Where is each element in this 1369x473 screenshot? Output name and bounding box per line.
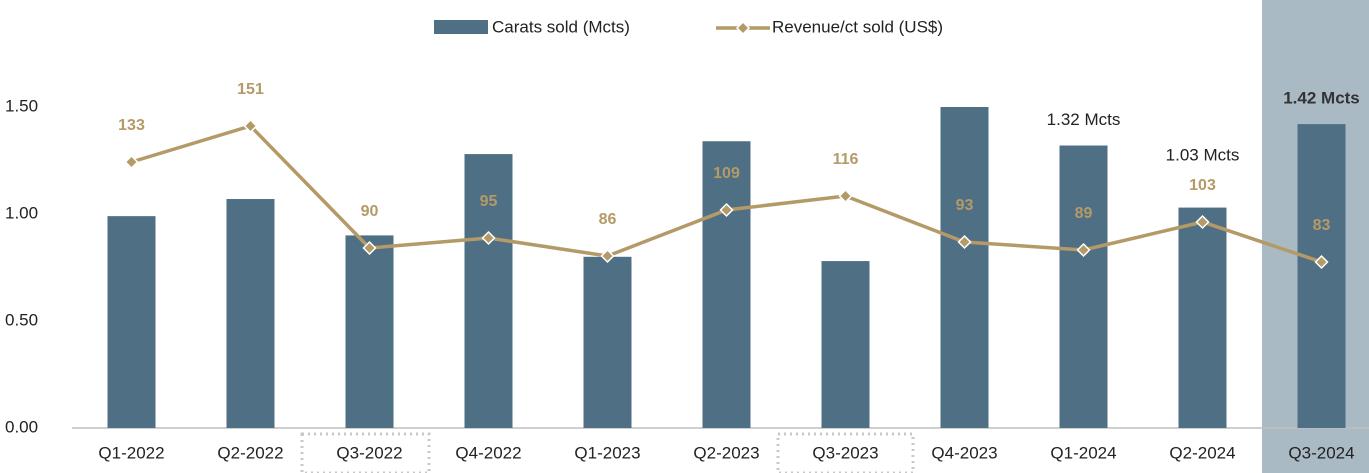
line-marker — [1314, 254, 1329, 270]
data-label: 116 — [833, 151, 859, 168]
legend-marker — [735, 20, 751, 36]
bar-value-label: 1.42 Mcts — [1283, 89, 1360, 108]
line-marker — [481, 230, 496, 246]
bar — [464, 154, 513, 428]
data-label: 90 — [361, 203, 379, 220]
line-marker — [838, 188, 853, 204]
data-label: 93 — [956, 197, 974, 214]
bar-value-label: 1.03 Mcts — [1166, 145, 1240, 164]
line-marker — [719, 202, 734, 218]
data-label: 133 — [118, 117, 145, 134]
data-label: 109 — [713, 165, 740, 182]
legend-label: Carats sold (Mcts) — [492, 17, 630, 36]
bar — [345, 235, 394, 428]
x-tick-label: Q3-2024 — [1288, 443, 1354, 462]
y-tick-label: 0.50 — [5, 310, 38, 329]
bar — [1297, 124, 1346, 429]
data-label: 103 — [1189, 177, 1216, 194]
x-tick-label: Q1-2023 — [574, 443, 640, 462]
bar — [107, 216, 156, 428]
legend-label: Revenue/ct sold (US$) — [772, 17, 943, 36]
line-marker — [600, 248, 615, 264]
bar — [1059, 145, 1108, 428]
line-marker — [243, 118, 258, 134]
dotted-box — [776, 432, 915, 473]
x-tick-label: Q4-2022 — [455, 443, 521, 462]
line-marker — [1076, 242, 1091, 258]
y-tick-label: 0.00 — [5, 417, 38, 436]
bar — [702, 141, 751, 429]
x-tick-label: Q4-2023 — [931, 443, 997, 462]
data-label: 95 — [480, 193, 498, 210]
x-tick-label: Q2-2024 — [1169, 443, 1235, 462]
x-tick-label: Q1-2024 — [1050, 443, 1116, 462]
x-tick-label: Q3-2023 — [812, 443, 878, 462]
y-tick-label: 1.00 — [5, 203, 38, 222]
line-marker — [957, 234, 972, 250]
line-marker — [124, 154, 139, 170]
x-tick-label: Q1-2022 — [98, 443, 164, 462]
y-tick-label: 1.50 — [5, 96, 38, 115]
x-tick-label: Q3-2022 — [336, 443, 402, 462]
data-label: 83 — [1313, 217, 1331, 234]
x-tick-label: Q2-2023 — [693, 443, 759, 462]
bar — [1178, 207, 1227, 428]
dotted-box — [300, 432, 431, 473]
data-label: 86 — [599, 211, 617, 228]
bar-value-label: 1.32 Mcts — [1047, 110, 1121, 129]
dotted-boxes — [300, 432, 915, 473]
bar — [226, 199, 275, 428]
data-label: 151 — [237, 81, 264, 98]
bar — [583, 256, 632, 428]
x-tick-label: Q2-2022 — [217, 443, 283, 462]
bar — [940, 107, 989, 428]
data-label: 89 — [1075, 205, 1093, 222]
bar — [821, 261, 870, 428]
line-marker — [362, 240, 377, 256]
legend-swatch — [434, 20, 488, 34]
line-marker — [1195, 214, 1210, 230]
